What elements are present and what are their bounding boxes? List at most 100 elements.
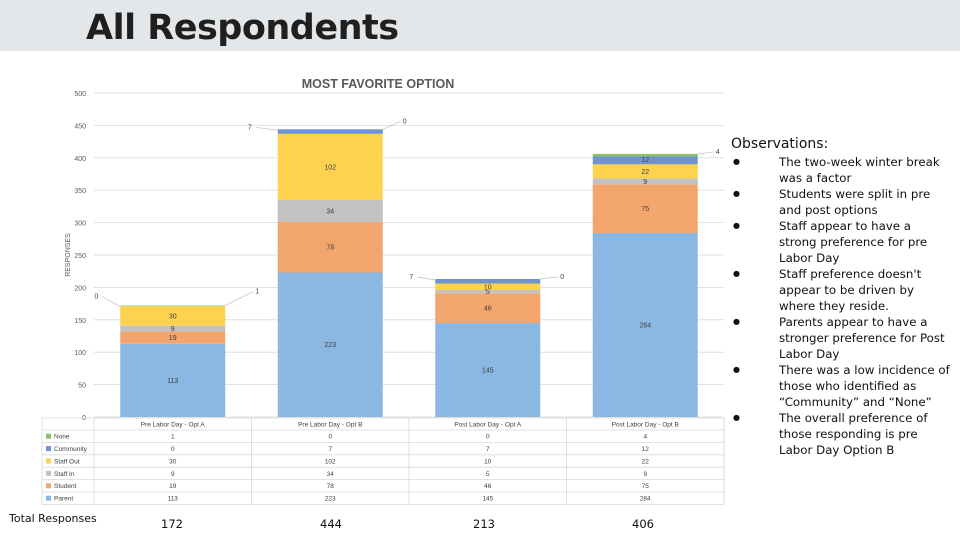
title-band	[0, 0, 960, 51]
data-label: 1	[255, 289, 259, 296]
bar-segment	[435, 278, 541, 284]
data-label: 4	[716, 149, 720, 156]
callout-line	[697, 151, 714, 155]
table-cell: 22	[642, 458, 650, 465]
y-tick-label: 250	[74, 253, 86, 260]
data-label: 12	[641, 157, 649, 164]
observations-heading: Observations:	[731, 136, 829, 152]
y-tick-label: 450	[74, 123, 86, 130]
table-cell: 7	[328, 446, 332, 453]
data-label: 0	[94, 294, 98, 301]
table-cell: 78	[327, 483, 335, 490]
callout-line	[382, 120, 401, 130]
data-label: 223	[324, 342, 336, 349]
legend-label: Staff In	[54, 471, 75, 478]
bar-segment	[592, 164, 698, 179]
data-label: 19	[169, 335, 177, 342]
data-label: 0	[403, 118, 407, 125]
data-label: 284	[639, 322, 651, 329]
bar-segment	[120, 305, 226, 307]
bar-segment	[120, 331, 226, 344]
table-cell: 102	[325, 458, 336, 465]
data-label: 7	[409, 274, 413, 281]
bar-segment	[592, 232, 698, 417]
stacked-bar-chart: MOST FAVORITE OPTION05010015020025030035…	[41, 77, 725, 505]
table-cell: 223	[325, 496, 336, 503]
y-axis-label: RESPONSES	[65, 233, 72, 277]
data-table-frame	[41, 417, 725, 505]
table-cell: 9	[171, 471, 175, 478]
y-tick-label: 300	[74, 221, 86, 228]
table-cell: 12	[642, 446, 650, 453]
data-label: 75	[641, 206, 649, 213]
table-cell: 46	[484, 483, 492, 490]
data-label: 102	[324, 164, 336, 171]
data-label: 46	[484, 306, 492, 313]
data-label: 30	[169, 313, 177, 320]
bar-segment	[120, 306, 226, 326]
bar-segment	[435, 283, 541, 290]
y-tick-label: 0	[82, 415, 86, 422]
y-tick-label: 350	[74, 188, 86, 195]
bar-segment	[277, 199, 383, 222]
table-cell: 145	[482, 496, 493, 503]
callout-line	[417, 276, 436, 281]
legend-label: Student	[54, 483, 77, 490]
y-tick-label: 400	[74, 156, 86, 163]
total-value: 172	[161, 517, 183, 531]
table-cell: 0	[171, 446, 175, 453]
observation-item: Staff appear to have a strong preference…	[731, 218, 951, 266]
table-cell: 1	[171, 434, 175, 441]
bar-segment	[277, 272, 383, 417]
legend-label: None	[54, 434, 70, 441]
bar-segment	[277, 133, 383, 200]
bar-segment	[277, 129, 383, 134]
legend-swatch	[46, 446, 51, 452]
callout-line	[540, 276, 559, 280]
data-label: 9	[171, 326, 175, 333]
x-tick-label: Pre Labor Day - Opt A	[141, 422, 206, 429]
page-title: All Respondents	[86, 8, 399, 48]
observations-panel: Observations: The two-week winter break …	[731, 136, 951, 458]
x-tick-label: Post Labor Day - Opt A	[454, 422, 522, 429]
x-tick-label: Post Labor Day - Opt B	[612, 422, 679, 429]
total-value: 213	[473, 517, 495, 531]
bar-segment	[435, 323, 541, 417]
table-cell: 9	[643, 471, 647, 478]
table-cell: 113	[168, 496, 179, 503]
legend-label: Parent	[54, 496, 73, 503]
observation-item: The two-week winter break was a factor	[731, 154, 951, 186]
legend-swatch	[46, 470, 51, 476]
legend-swatch	[46, 433, 51, 439]
table-cell: 7	[486, 446, 490, 453]
y-tick-label: 50	[78, 383, 86, 390]
y-tick-label: 500	[74, 91, 86, 98]
bar-segment	[592, 178, 698, 185]
observation-item: Staff preference doesn't appear to be dr…	[731, 266, 951, 314]
table-cell: 0	[486, 434, 490, 441]
table-cell: 284	[640, 496, 651, 503]
table-cell: 19	[169, 483, 177, 490]
bar-segment	[277, 221, 383, 273]
table-cell: 5	[486, 471, 490, 478]
data-label: 9	[643, 179, 647, 186]
total-value: 444	[320, 517, 342, 531]
data-label: 145	[482, 368, 494, 375]
legend-swatch	[46, 495, 51, 501]
observation-item: There was a low incidence of those who i…	[731, 362, 951, 410]
callout-line	[225, 291, 254, 306]
bar-segment	[435, 289, 541, 294]
observation-item: Students were split in pre and post opti…	[731, 186, 951, 218]
data-label: 113	[167, 378, 178, 385]
chart-title: MOST FAVORITE OPTION	[302, 77, 455, 91]
bar-segment	[120, 343, 226, 417]
table-cell: 75	[642, 483, 650, 490]
table-cell: 34	[327, 471, 335, 478]
table-cell: 10	[484, 458, 492, 465]
y-tick-label: 100	[74, 350, 86, 357]
x-tick-label: Pre Labor Day - Opt B	[298, 422, 362, 429]
bar-segment	[120, 325, 226, 332]
bar-segment	[435, 293, 541, 324]
observations-list: The two-week winter break was a factor S…	[731, 154, 951, 458]
table-cell: 0	[328, 434, 332, 441]
